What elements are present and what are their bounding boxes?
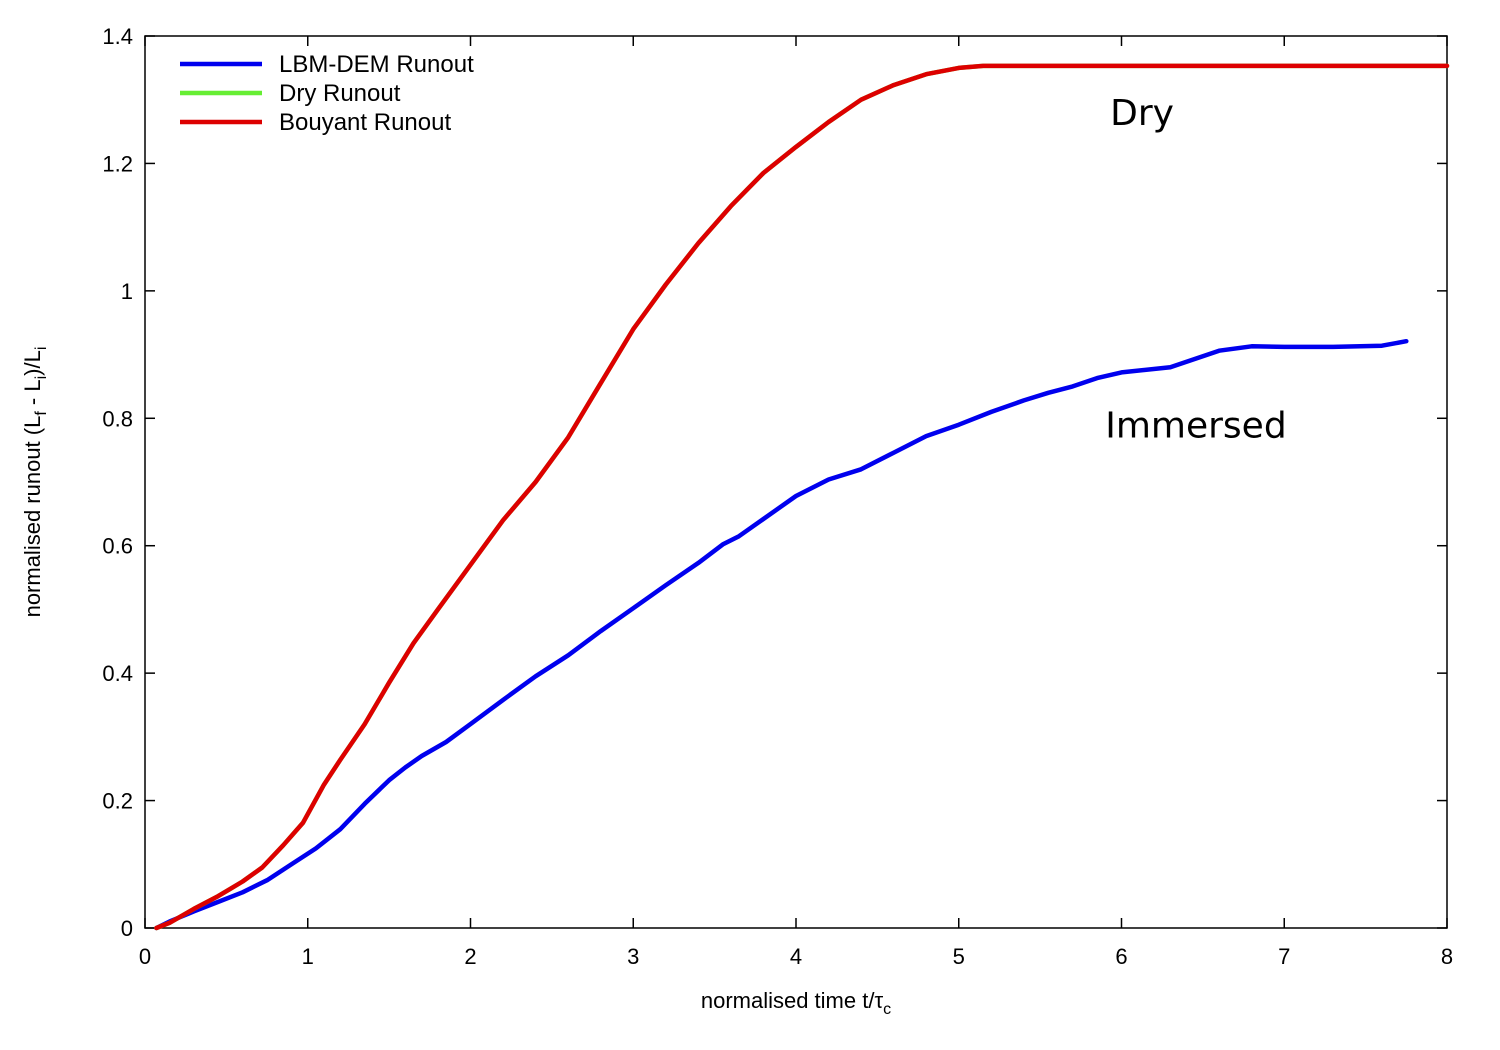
series-line-0	[154, 338, 1409, 931]
annotation-label: Dry	[1110, 93, 1174, 134]
x-axis-title-subscript: c	[883, 1001, 891, 1018]
series-line-1	[154, 63, 1450, 931]
x-tick-label: 2	[464, 944, 476, 969]
x-tick-label: 7	[1278, 944, 1290, 969]
x-tick-label: 5	[953, 944, 965, 969]
annotation-label: Immersed	[1105, 405, 1286, 446]
x-tick-label: 8	[1441, 944, 1453, 969]
x-tick-label: 1	[302, 944, 314, 969]
x-tick-label: 4	[790, 944, 802, 969]
x-tick-label: 3	[627, 944, 639, 969]
x-tick-label: 6	[1115, 944, 1127, 969]
x-tick-label: 0	[139, 944, 151, 969]
x-axis-title-main: normalised time t/τ	[701, 988, 884, 1013]
series-lines	[154, 63, 1450, 931]
legend-label: Dry Runout	[279, 80, 401, 107]
y-tick-label: 0.4	[102, 661, 133, 686]
x-axis-title: normalised time t/τc	[701, 988, 891, 1018]
plot-frame	[144, 35, 1448, 929]
y-tick-label: 0.6	[102, 534, 133, 559]
y-tick-label: 0.8	[102, 406, 133, 431]
annotations: Dry Immersed	[1105, 93, 1286, 446]
tick-labels: 0 1 2 3 4 5 6 7 8 0 0.2 0.4 0.6 0.8 1 1.2 1.4	[102, 24, 1453, 969]
legend-label: LBM-DEM Runout	[279, 51, 474, 78]
y-tick-label: 0.2	[102, 789, 133, 814]
y-tick-label: 0	[121, 916, 133, 941]
y-axis-title: normalised runout (Lf - Li)/Li	[20, 347, 50, 618]
legend-label: Bouyant Runout	[279, 109, 451, 136]
y-tick-label: 1	[121, 279, 133, 304]
y-tick-label: 1.2	[102, 151, 133, 176]
series-line-2	[154, 63, 1450, 931]
axis-ticks	[144, 35, 1448, 929]
y-tick-label: 1.4	[102, 24, 133, 49]
